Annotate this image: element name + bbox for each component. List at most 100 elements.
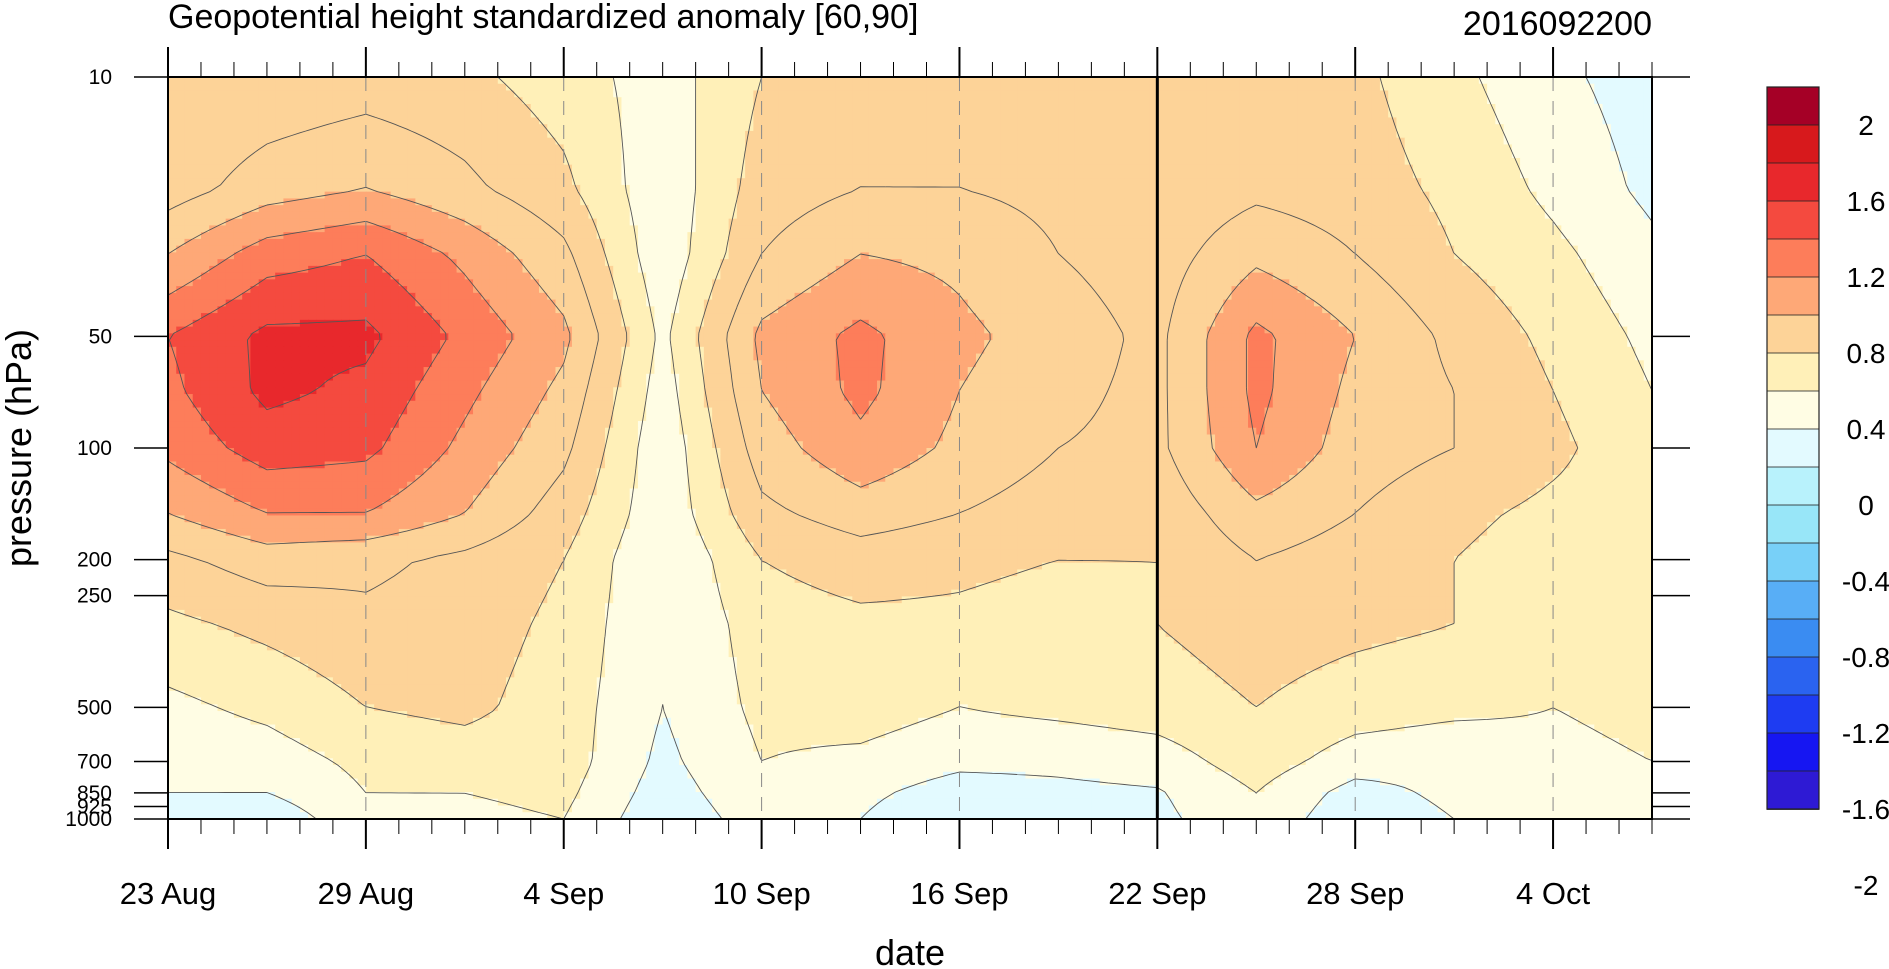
field-cell	[332, 97, 342, 105]
field-cell	[1099, 171, 1109, 179]
field-cell	[580, 211, 590, 220]
field-cell	[621, 238, 631, 247]
field-cell	[1297, 232, 1307, 240]
field-cell	[464, 184, 474, 193]
field-cell	[844, 77, 853, 85]
field-cell	[670, 191, 680, 200]
field-cell	[1338, 245, 1348, 253]
field-cell	[1437, 130, 1447, 139]
field-cell	[1132, 124, 1142, 132]
field-cell	[481, 245, 491, 253]
field-cell	[258, 130, 268, 139]
field-cell	[1577, 130, 1587, 139]
field-cell	[1000, 245, 1010, 253]
field-cell	[316, 137, 326, 146]
field-cell	[1536, 97, 1546, 105]
field-cell	[571, 178, 581, 186]
field-cell	[242, 211, 252, 220]
field-cell	[324, 130, 334, 139]
field-cell	[1206, 184, 1216, 193]
field-cell	[415, 178, 425, 186]
field-cell	[959, 225, 969, 233]
field-cell	[242, 157, 252, 166]
field-cell	[1363, 184, 1373, 193]
field-cell	[1297, 252, 1307, 260]
field-cell	[407, 184, 416, 193]
field-cell	[1619, 130, 1628, 139]
field-cell	[1495, 137, 1505, 146]
field-cell	[382, 178, 392, 186]
field-cell	[984, 259, 994, 267]
field-cell	[217, 110, 227, 119]
field-cell	[910, 238, 919, 247]
field-cell	[1083, 77, 1092, 85]
field-cell	[604, 211, 614, 220]
field-cell	[1000, 225, 1010, 233]
field-cell	[695, 245, 705, 253]
field-cell	[242, 144, 252, 152]
field-cell	[1107, 218, 1117, 226]
field-cell	[1190, 144, 1200, 152]
field-cell	[860, 77, 870, 85]
field-cell	[975, 238, 985, 247]
field-cell	[176, 259, 186, 267]
field-cell	[374, 130, 383, 139]
field-cell	[835, 110, 845, 119]
field-cell	[1058, 137, 1068, 146]
field-cell	[662, 259, 672, 267]
field-cell	[819, 117, 829, 125]
field-cell	[1124, 245, 1134, 253]
field-cell	[1231, 97, 1241, 105]
field-cell	[481, 97, 491, 105]
field-cell	[1116, 110, 1125, 119]
field-cell	[1487, 110, 1496, 119]
field-cell	[200, 191, 210, 200]
field-cell	[176, 124, 186, 132]
field-cell	[1635, 124, 1645, 132]
field-cell	[332, 171, 342, 179]
field-cell	[365, 144, 375, 152]
field-cell	[1008, 164, 1018, 173]
field-cell	[217, 117, 227, 125]
field-cell	[563, 151, 573, 159]
field-cell	[1470, 238, 1480, 247]
field-cell	[555, 232, 565, 240]
field-cell	[299, 184, 309, 193]
field-cell	[1272, 157, 1282, 166]
field-cell	[1454, 252, 1463, 260]
field-cell	[860, 205, 870, 213]
field-cell	[1206, 117, 1216, 125]
field-cell	[489, 124, 499, 132]
field-cell	[835, 225, 845, 233]
field-cell	[1511, 184, 1521, 193]
field-cell	[1000, 83, 1010, 92]
field-cell	[1396, 151, 1406, 159]
field-cell	[341, 178, 350, 186]
field-cell	[1561, 218, 1571, 226]
field-cell	[184, 252, 194, 260]
field-cell	[1058, 238, 1068, 247]
field-cell	[448, 245, 458, 253]
field-cell	[1182, 164, 1191, 173]
field-cell	[1165, 130, 1175, 139]
field-cell	[1355, 77, 1365, 85]
field-cell	[1643, 137, 1652, 146]
field-cell	[1248, 110, 1257, 119]
field-cell	[736, 245, 746, 253]
field-cell	[959, 211, 969, 220]
field-cell	[1124, 238, 1134, 247]
field-cell	[1198, 252, 1208, 260]
field-cell	[1478, 225, 1488, 233]
field-cell	[604, 83, 614, 92]
field-cell	[951, 164, 961, 173]
field-cell	[1281, 252, 1290, 260]
field-cell	[910, 191, 919, 200]
field-cell	[266, 218, 276, 226]
field-cell	[464, 259, 474, 267]
field-cell	[349, 117, 359, 125]
field-cell	[819, 77, 829, 85]
field-cell	[1206, 90, 1216, 98]
field-cell	[390, 83, 400, 92]
field-cell	[1553, 103, 1562, 112]
field-cell	[646, 157, 656, 166]
